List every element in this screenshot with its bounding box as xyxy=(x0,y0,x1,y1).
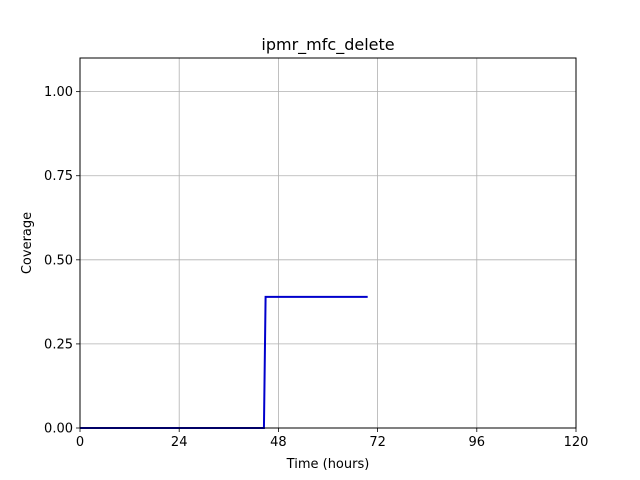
x-axis-label: Time (hours) xyxy=(286,457,370,472)
y-tick-label: 1.00 xyxy=(44,85,73,100)
x-tick-label: 48 xyxy=(270,435,287,450)
y-tick-label: 0.50 xyxy=(44,253,73,268)
x-tick-label: 72 xyxy=(369,435,386,450)
y-tick-label: 0.75 xyxy=(44,169,73,184)
y-tick-label: 0.00 xyxy=(44,422,73,437)
x-tick-label: 96 xyxy=(469,435,486,450)
x-tick-label: 24 xyxy=(171,435,188,450)
x-tick-label: 120 xyxy=(564,435,589,450)
chart-title: ipmr_mfc_delete xyxy=(261,35,394,55)
x-tick-label: 0 xyxy=(76,435,84,450)
y-tick-label: 0.25 xyxy=(44,337,73,352)
y-axis-label: Coverage xyxy=(20,212,35,274)
